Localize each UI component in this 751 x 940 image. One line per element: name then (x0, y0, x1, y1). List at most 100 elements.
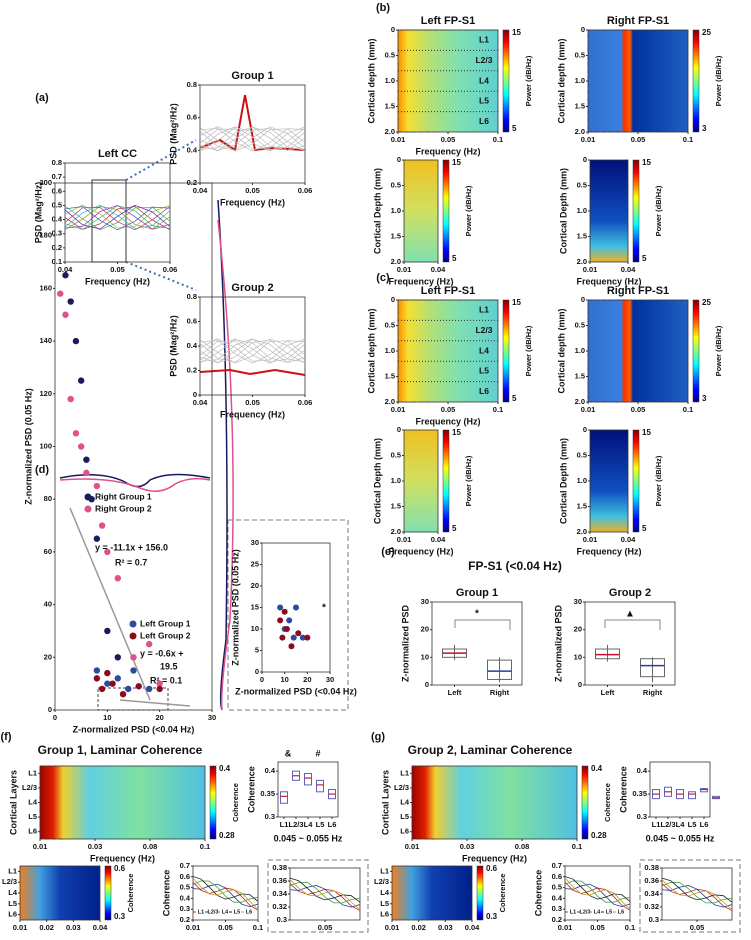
trace (289, 877, 361, 903)
x-tick-label: 0.04 (621, 535, 636, 544)
trace (199, 127, 306, 152)
plot-title: Group 2 (231, 282, 273, 294)
y-tick-label: 1.5 (385, 371, 395, 380)
colorbar-tick-label: 5 (642, 254, 647, 263)
y-tick-label: 180 (39, 231, 52, 240)
y-tick-label: 1.5 (391, 501, 401, 510)
y-tick-label: 140 (39, 336, 52, 345)
y-tick-label: 1.5 (577, 231, 587, 240)
legend-label: Left Group 2 (140, 630, 191, 640)
x-axis-label: Frequency (Hz) (415, 146, 480, 156)
colorbar-tick-label: 3 (702, 124, 707, 133)
y-tick-label: L6 (8, 910, 17, 919)
x-tick-label: 0.01 (397, 265, 412, 274)
data-point (114, 675, 122, 682)
y-tick-label: 2.0 (575, 397, 585, 406)
y-tick-label: L5 (28, 812, 37, 821)
x-tick-label: 0.1 (200, 842, 210, 851)
x-tick-label: 0.01 (583, 265, 598, 274)
y-tick-label: 1.5 (575, 371, 585, 380)
y-tick-label: L1 (8, 866, 17, 875)
colorbar-tick-label: 3 (702, 394, 707, 403)
heatmap (391, 865, 473, 921)
x-tick-label: 0.1 (493, 405, 503, 414)
y-tick-label: 0.36 (644, 876, 659, 885)
colorbar (442, 429, 450, 533)
trace (192, 880, 259, 903)
y-tick-label: 1.0 (577, 206, 587, 215)
significance-mark: & (285, 748, 292, 758)
y-tick-label: L4 (380, 888, 390, 897)
y-tick-label: 0 (391, 25, 395, 34)
y-tick-label: 0 (193, 390, 197, 399)
colorbar-tick-label: 15 (642, 158, 651, 167)
heatmap (411, 765, 578, 840)
y-tick-label: L4 (28, 797, 38, 806)
legend-marker (129, 620, 137, 628)
x-tick-label: 0.03 (460, 842, 475, 851)
y-tick-label: 0.4 (52, 215, 63, 224)
panel-label: (a) (35, 92, 49, 104)
y-tick-label: L5 (400, 812, 409, 821)
y-tick-label: 0.2 (52, 243, 62, 252)
y-axis-label: Z-normalized PSD (0.05 Hz) (23, 388, 33, 505)
panel-label: (b) (376, 2, 390, 14)
x-tick-label: 30 (326, 675, 334, 684)
trace (64, 206, 171, 231)
significance-mark: * (322, 603, 326, 614)
x-tick-label: Right (643, 688, 663, 697)
panel-title: FP-S1 (<0.04 Hz) (468, 559, 562, 573)
colorbar (632, 159, 640, 263)
x-tick-label: 20 (155, 713, 163, 722)
x-tick-label: 0.03 (88, 842, 103, 851)
trace (64, 206, 171, 231)
trace (64, 204, 171, 230)
data-point (57, 290, 64, 297)
y-axis-label: Cortical Depth (mm) (558, 168, 568, 254)
y-tick-label: 10 (421, 652, 429, 661)
x-tick-label: Right (490, 688, 510, 697)
y-tick-label: 2.0 (385, 127, 395, 136)
y-tick-label: 0.6 (180, 872, 190, 881)
colorbar-tick-label: 0.28 (219, 831, 235, 840)
colorbar-label: Power (dB/Hz) (714, 55, 723, 106)
colorbar-tick-label: 5 (642, 524, 647, 533)
data-point (67, 298, 74, 305)
trace (199, 126, 306, 151)
colorbar-tick-label: 0.6 (114, 864, 126, 873)
y-tick-label: 0.2 (187, 365, 197, 374)
colorbar-label: Power (dB/Hz) (464, 185, 473, 236)
panel-label: (g) (371, 731, 385, 743)
y-axis-label: Coherence (533, 870, 543, 917)
colorbar-label: Power (dB/Hz) (654, 455, 663, 506)
y-tick-label: 20 (574, 625, 582, 634)
trace (661, 877, 733, 903)
colorbar-tick-label: 0.4 (219, 764, 231, 773)
x-tick-label: 0.04 (58, 265, 73, 274)
x-axis-label: Frequency (Hz) (415, 416, 480, 426)
box (700, 788, 708, 793)
x-tick-label: 0.04 (193, 398, 208, 407)
y-tick-label: 0.35 (632, 789, 647, 798)
heatmap (587, 29, 689, 133)
y-tick-label: 160 (39, 283, 52, 292)
data-point (62, 272, 69, 279)
y-tick-label: 2.0 (385, 397, 395, 406)
x-axis-label: Frequency (Hz) (462, 853, 527, 863)
heatmap (403, 159, 439, 263)
y-tick-label: 0 (48, 705, 52, 714)
legend-label: Left Group 1 (140, 618, 191, 628)
panel-title: Group 2, Laminar Coherence (408, 743, 573, 757)
x-tick-label: 0.01 (558, 923, 573, 932)
y-tick-label: 0.3 (180, 904, 190, 913)
data-point (146, 640, 153, 648)
plot-title: Group 2 (609, 587, 651, 599)
legend-label: L5 (234, 909, 240, 915)
y-tick-label: 0.6 (187, 113, 197, 122)
trace (192, 876, 259, 902)
plot-frame (289, 867, 361, 921)
y-tick-label: 1.0 (385, 346, 395, 355)
y-tick-label: 0.5 (575, 50, 585, 59)
y-tick-label: 0.32 (644, 902, 659, 911)
y-tick-label: 0.1 (52, 257, 62, 266)
